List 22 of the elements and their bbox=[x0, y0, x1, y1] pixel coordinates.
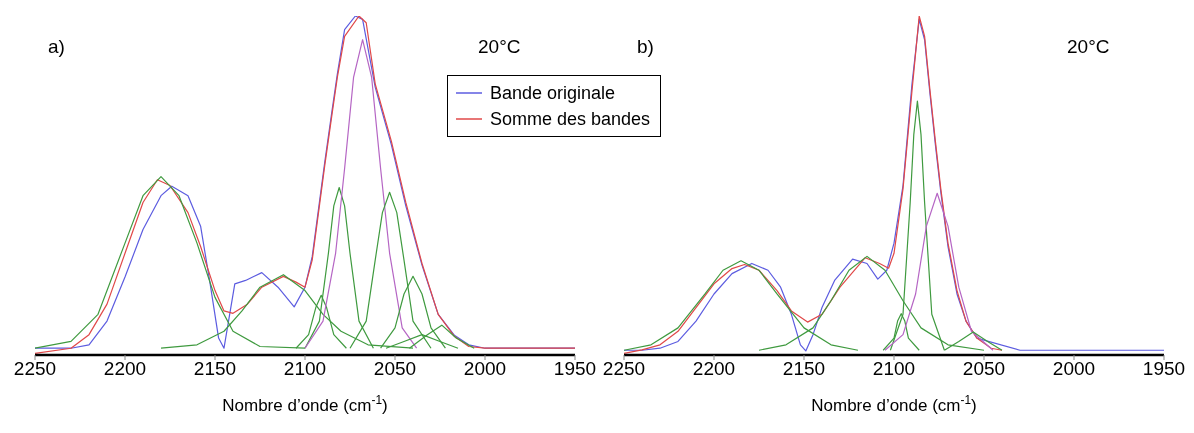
x-tick-label: 2050 bbox=[373, 358, 417, 380]
x-axis-title: Nombre d’onde (cm$^{-1}$) bbox=[811, 393, 977, 415]
x-tick-label: 2100 bbox=[283, 358, 327, 380]
x-tick-label: 2250 bbox=[602, 358, 646, 380]
annotation: 20°C bbox=[1067, 36, 1110, 58]
legend-label: Somme des bandes bbox=[490, 108, 651, 130]
x-tick-label: 1950 bbox=[553, 358, 597, 380]
x-tick-label: 1950 bbox=[1142, 358, 1186, 380]
legend-label: Bande originale bbox=[490, 82, 616, 104]
x-axis-title: Nombre d’onde (cm$^{-1}$) bbox=[222, 393, 388, 415]
annotation: b) bbox=[637, 36, 654, 58]
x-tick-label: 2100 bbox=[872, 358, 916, 380]
x-tick-label: 2150 bbox=[782, 358, 826, 380]
x-tick-label: 2150 bbox=[193, 358, 237, 380]
annotation: 20°C bbox=[478, 36, 521, 58]
annotation: a) bbox=[48, 36, 65, 58]
x-tick-label: 2000 bbox=[1052, 358, 1096, 380]
x-tick-label: 2050 bbox=[962, 358, 1006, 380]
x-tick-label: 2200 bbox=[692, 358, 736, 380]
x-tick-label: 2250 bbox=[13, 358, 57, 380]
x-tick-label: 2200 bbox=[103, 358, 147, 380]
x-tick-label: 2000 bbox=[463, 358, 507, 380]
